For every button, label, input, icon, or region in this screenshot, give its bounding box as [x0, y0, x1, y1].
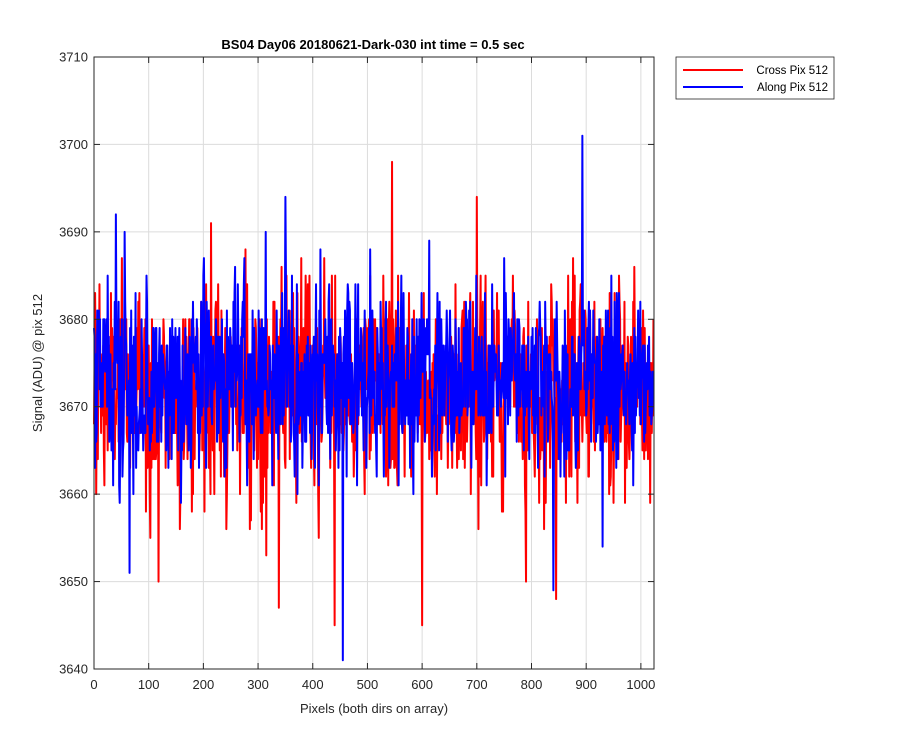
x-tick-label: 400	[302, 677, 324, 692]
axes-box	[93, 56, 655, 670]
y-tick-label: 3650	[59, 574, 88, 589]
x-tick-label: 300	[247, 677, 269, 692]
series-line-along-pix-512	[93, 134, 655, 662]
y-axis-label: Signal (ADU) @ pix 512	[30, 294, 45, 432]
x-tick-label: 1000	[626, 677, 655, 692]
y-tick-label: 3710	[59, 50, 88, 65]
x-tick-label: 800	[521, 677, 543, 692]
y-tick-label: 3690	[59, 224, 88, 239]
x-tick-label: 0	[90, 677, 97, 692]
y-tick-label: 3670	[59, 399, 88, 414]
legend-label-cross: Cross Pix 512	[756, 65, 828, 77]
y-tick-label: 3680	[59, 312, 88, 327]
ticks: 0 100 200 300 400 500 600 700 800 900 1000 3640 3650…	[59, 50, 655, 693]
x-tick-label: 900	[575, 677, 597, 692]
legend-box	[675, 56, 835, 100]
legend-label-along: Along Pix 512	[757, 82, 828, 94]
y-tick-label: 3700	[59, 137, 88, 152]
x-axis-label: Pixels (both dirs on array)	[300, 701, 448, 716]
chart-title: BS04 Day06 20180621-Dark-030 int time = …	[221, 37, 524, 52]
x-tick-label: 600	[411, 677, 433, 692]
y-tick-label: 3660	[59, 487, 88, 502]
legend[interactable]: Cross Pix 512 Along Pix 512	[675, 56, 835, 100]
x-tick-label: 700	[466, 677, 488, 692]
x-tick-label: 100	[138, 677, 160, 692]
series-layer	[93, 134, 655, 662]
y-tick-label: 3640	[59, 662, 88, 677]
x-tick-label: 500	[357, 677, 379, 692]
x-tick-label: 200	[193, 677, 215, 692]
